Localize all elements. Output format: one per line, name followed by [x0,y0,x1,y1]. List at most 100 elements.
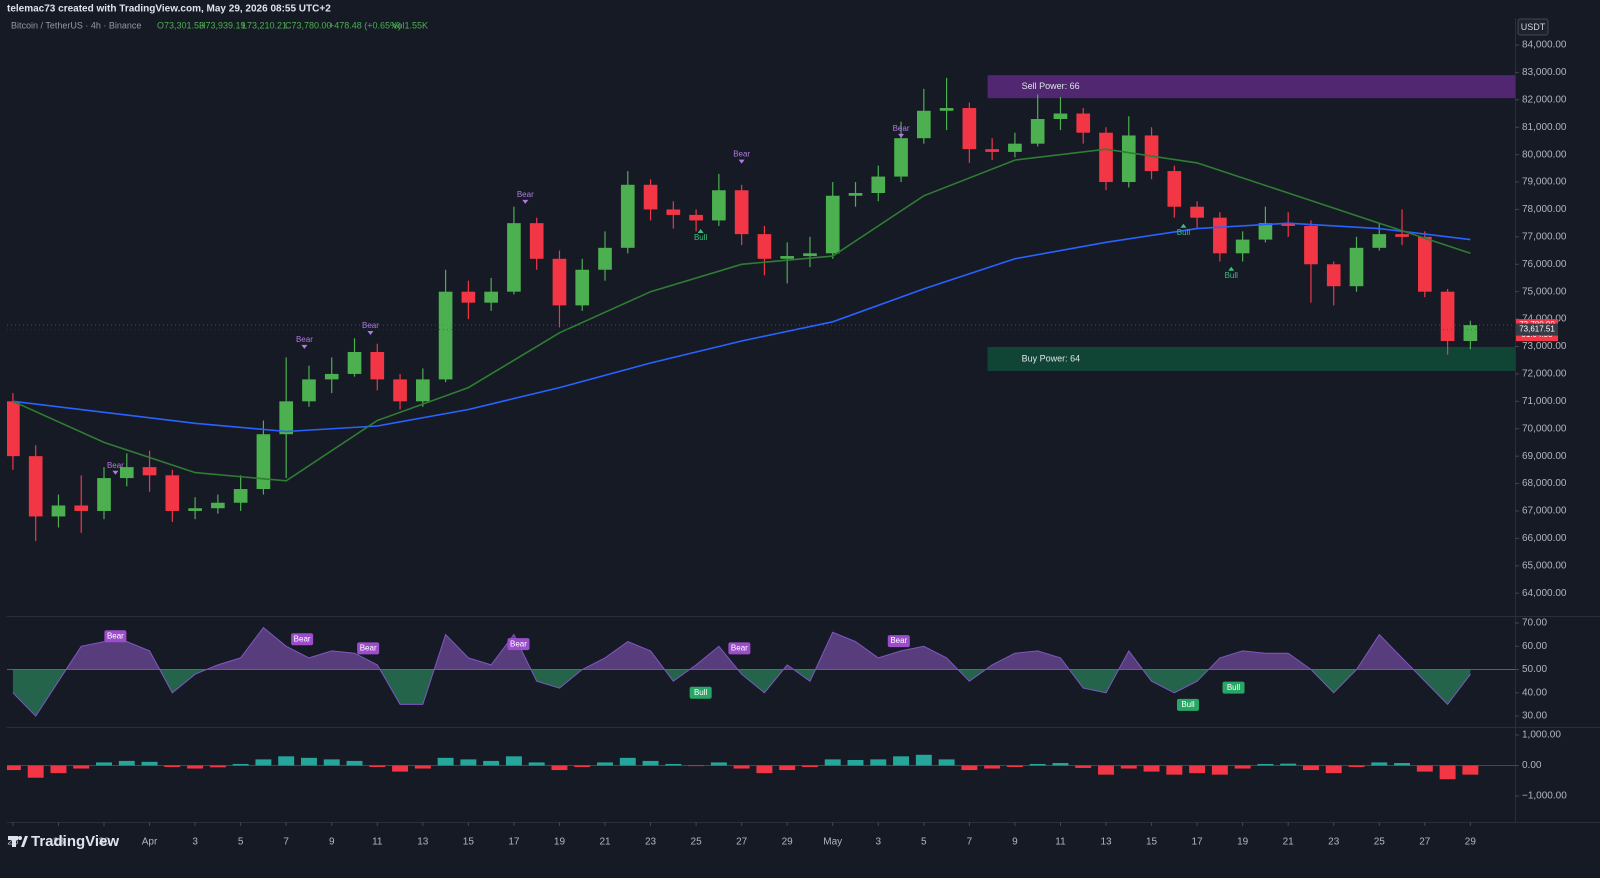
candle-body [1417,236,1432,292]
x-tick-label: 23 [1328,837,1340,848]
macd-bar [1006,765,1023,768]
macd-bar [1211,765,1228,775]
signal-label: Bear [360,643,377,652]
macd-bar [619,757,636,766]
macd-bar [300,757,317,766]
macd-bar [1394,763,1411,766]
y-tick-label: 66,000.00 [1522,533,1567,544]
macd-bar [73,765,90,769]
y-tick-label: 76,000.00 [1522,259,1567,270]
macd-bar [1052,763,1069,766]
macd-bar [597,762,613,766]
candle-body [347,351,362,374]
macd-bar [528,762,545,766]
signal-label: Bull [694,688,708,697]
signal-box [689,686,712,699]
macd-bar [915,754,932,766]
x-tick-label: 23 [645,837,657,848]
y-tick-label: 65,000.00 [1522,560,1567,571]
candle-body [689,214,703,221]
macd-bar [961,765,978,771]
macd-bar [1166,765,1183,775]
signal-marker [898,133,905,138]
macd-bar [96,762,112,766]
x-tick-label: 7 [283,837,289,848]
macd-bar [733,765,750,769]
candle-body [666,209,681,215]
signal-marker [301,344,308,349]
y-tick-label: 69,000.00 [1522,451,1567,462]
macd-bar [779,765,796,771]
macd-bar [369,765,386,768]
candle-body [712,190,726,221]
x-tick-label: 7 [967,837,973,848]
zone [987,346,1515,371]
x-tick-label: 13 [417,837,429,848]
x-tick-label: 21 [1283,837,1295,848]
macd-bar [505,756,522,766]
y-tick-label: 67,000.00 [1522,506,1567,517]
signal-label: Bear [733,150,750,159]
signal-label: Bear [107,631,124,640]
x-tick-label: 27 [736,837,748,848]
macd-bar [551,765,568,771]
macd-bar [323,759,340,766]
change: +478.48 (+0.65%) [329,20,401,30]
moving-average [12,148,1471,482]
candle-body [51,505,66,517]
zone-label: Buy Power: 64 [1022,353,1081,363]
y-tick-label: 40.00 [1522,687,1547,698]
macd-bar [1098,765,1114,775]
rsi-fill [12,669,1471,717]
signal-label: Bear [893,124,910,133]
candle-body [1167,171,1182,207]
macd-bar [164,765,181,768]
y-tick-label: 78,000.00 [1522,204,1567,215]
brand[interactable]: TradingView [31,833,119,850]
candle-body [461,291,476,303]
candle-body [916,110,931,139]
y-tick-label: −1,000.00 [1522,791,1567,802]
y-tick-label: 73,000.00 [1522,341,1567,352]
x-tick-label: 5 [238,837,244,848]
candle-body [1440,291,1455,342]
signal-marker [697,228,704,233]
candle-body [165,475,180,511]
signal-label: Bear [107,461,124,470]
candle-body [757,234,772,259]
signal-box [887,635,910,648]
macd-bar [1348,765,1365,768]
macd-bar [574,765,591,768]
candle-body [370,351,385,380]
currency[interactable]: USDT [1521,22,1546,32]
y-tick-label: 84,000.00 [1522,40,1567,51]
signal-label: Bear [890,636,907,645]
y-tick-label: 83,000.00 [1522,67,1567,78]
candle-body [507,223,521,292]
candle-body [871,176,886,194]
candle-body [1121,135,1136,183]
candle-body [1395,234,1409,237]
signal-label: Bear [362,321,379,330]
macd-bar [870,759,887,766]
candle-body [1099,132,1113,183]
rsi-pane: Bear Bear Bear Bear Bear Bear Bull Bull Bull [7,626,1515,717]
macd-bar [392,765,409,772]
x-tick-label: 19 [554,837,566,848]
candle-body [939,108,954,111]
candle-body [302,379,316,402]
candle-body [962,108,977,150]
macd-bar [437,757,454,766]
moving-average [12,222,1471,433]
ohlc-close: C73,780.00 [285,20,332,30]
macd-bar [938,759,955,766]
x-tick-label: 25 [1374,837,1386,848]
y-tick-label: 70,000.00 [1522,423,1567,434]
candle-body [803,253,817,257]
macd-pane [7,754,1515,780]
credit: telemac73 created with TradingView.com, … [7,4,331,15]
macd-bar [984,765,1001,769]
currency-box[interactable] [1517,18,1549,36]
macd-bar [414,765,431,769]
